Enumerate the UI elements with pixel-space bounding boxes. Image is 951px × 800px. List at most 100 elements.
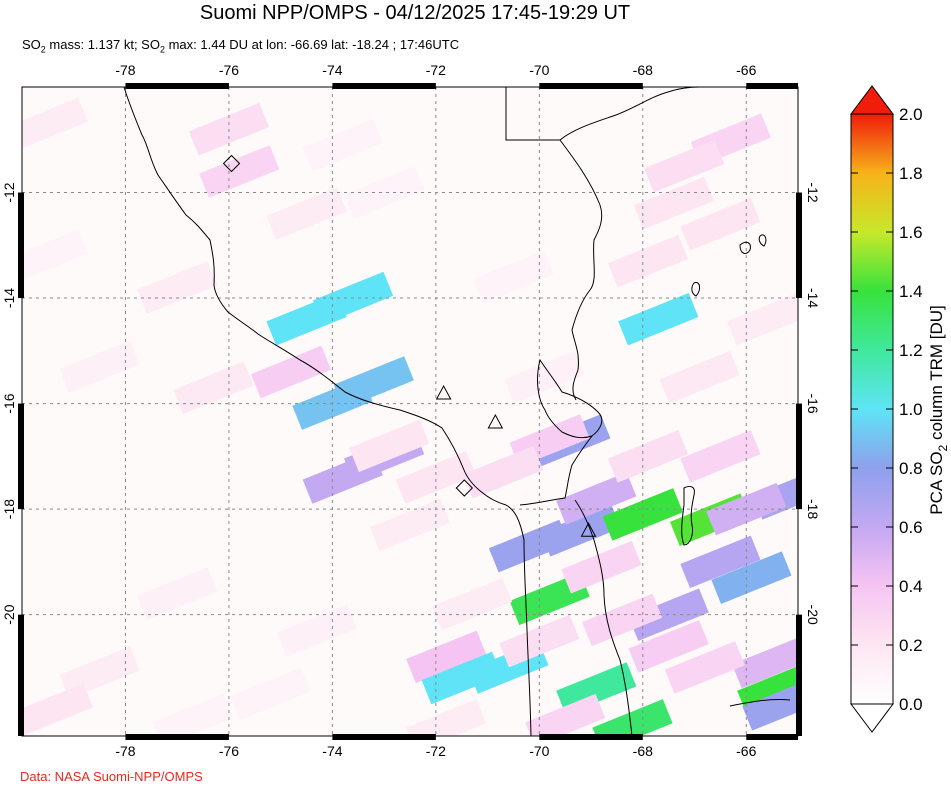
marker-layer [222, 154, 597, 537]
so2-pixel [463, 445, 544, 499]
lat-tick-label-left: -16 [1, 393, 17, 413]
border-peru-chile [519, 435, 593, 506]
so2-pixel [540, 503, 621, 557]
salar-shape [681, 486, 695, 546]
so2-pixel [582, 593, 663, 647]
so2-pixel [556, 472, 637, 525]
chart-subtitle: SO2 mass: 1.137 kt; SO2 max: 1.44 DU at … [22, 37, 460, 55]
so2-pixel [173, 361, 254, 415]
colorbar-label: 1.8 [899, 164, 923, 183]
so2-pixel [22, 683, 94, 736]
border-bolivia-chile [574, 499, 633, 736]
lat-tick-label-left: -20 [1, 604, 17, 624]
lon-tick-label: -74 [322, 62, 342, 78]
so2-pixel [406, 699, 487, 736]
frame-ticks [18, 83, 802, 740]
lake-shape-east [739, 234, 767, 254]
frame-tick-bar [18, 403, 24, 510]
coastline-layer [123, 87, 791, 736]
lon-tick-label: -66 [736, 743, 756, 759]
colorbar-labels: 0.0 0.2 0.4 0.6 0.8 1.0 1.2 1.4 1.6 1.8 2.0 [851, 105, 923, 714]
so2-pixel [276, 604, 357, 657]
colorbar-label: 2.0 [899, 105, 923, 124]
colorbar-label: 1.0 [899, 400, 923, 419]
so2-pixel [431, 577, 513, 631]
so2-pixel [344, 166, 425, 219]
so2-pixel [680, 197, 761, 251]
colorbar-label: 1.6 [899, 223, 923, 242]
so2-pixel [561, 540, 642, 594]
data-credit: Data: NASA Suomi-NPP/OMPS [20, 769, 203, 784]
volcano-triangle-icon [580, 522, 597, 537]
so2-pixel [732, 635, 798, 689]
coastline [123, 87, 532, 736]
lon-tick-label: -70 [529, 62, 549, 78]
lat-tick-label-right: -12 [805, 182, 821, 202]
chart-title: Suomi NPP/OMPS - 04/12/2025 17:45-19:29 … [199, 2, 631, 24]
lon-tick-label: -78 [115, 62, 135, 78]
colorbar-label: 0.6 [899, 518, 923, 537]
colorbar-title: PCA SO2 column TRM [DU] [927, 305, 950, 515]
volcano-triangle-icon [487, 413, 504, 429]
frame-tick-bar [746, 83, 798, 89]
so2-pixel [742, 678, 798, 731]
frame-tick-bar [125, 83, 229, 89]
colorbar-min-arrow [850, 703, 894, 733]
so2-pixel [369, 498, 451, 552]
so2-pixel [59, 340, 140, 393]
diamond-marker-icon [222, 154, 241, 173]
colorbar-label: 0.4 [899, 577, 923, 596]
lon-tick-label: -70 [529, 743, 549, 759]
lon-tick-label: -74 [322, 743, 342, 759]
border-argentina [729, 699, 791, 707]
so2-pixel [22, 229, 88, 283]
colorbar-label: 0.2 [899, 636, 923, 655]
so2-pixel [664, 641, 745, 694]
so2-pixel [633, 176, 714, 230]
so2-pixel [395, 451, 476, 504]
frame-tick-bar [796, 403, 802, 510]
so2-pixel [726, 292, 798, 346]
border-brazil-bolivia [559, 87, 701, 141]
border-peru-brazil [505, 87, 603, 401]
so2-pixel [711, 551, 792, 604]
lon-tick-label: -72 [426, 62, 446, 78]
frame-tick-bar [539, 83, 643, 89]
so2-pixel [152, 693, 233, 736]
so2-pixel [628, 620, 709, 673]
lat-tick-label-right: -20 [805, 605, 821, 625]
frame-tick-bar [746, 734, 798, 740]
so2-pixel [504, 350, 585, 404]
so2-pixel [618, 292, 699, 346]
so2-pixel [659, 350, 740, 404]
so2-pixel [302, 118, 383, 172]
frame-tick-bar [332, 734, 436, 740]
lon-tick-label: -72 [426, 743, 446, 759]
so2-pixel [680, 535, 761, 589]
so2-pixel [266, 187, 347, 240]
so2-pixel [230, 667, 311, 721]
colorbar-label: 0.0 [899, 695, 923, 714]
frame-tick-bar [796, 192, 802, 299]
lat-tick-label-right: -18 [805, 499, 821, 519]
so2-pixel [556, 662, 637, 715]
frame-tick-bar [332, 83, 436, 89]
graticule [22, 87, 798, 736]
lat-tick-label-left: -12 [1, 182, 17, 202]
so2-pixel [137, 567, 218, 620]
diamond-marker-icon [455, 479, 474, 497]
colorbar-label: 1.2 [899, 341, 923, 360]
so2-pixel [22, 97, 88, 151]
so2-pixel [250, 345, 332, 399]
frame-tick-bar [18, 614, 24, 736]
lon-tick-label: -78 [115, 743, 135, 759]
so2-pixel [406, 630, 487, 684]
so2-pixel [473, 250, 554, 304]
colorbar-label: 0.8 [899, 459, 923, 478]
frame-tick-bar [539, 734, 643, 740]
frame-tick-bar [796, 614, 802, 736]
lon-tick-label: -76 [219, 743, 239, 759]
colorbar-max-arrow [850, 85, 894, 115]
